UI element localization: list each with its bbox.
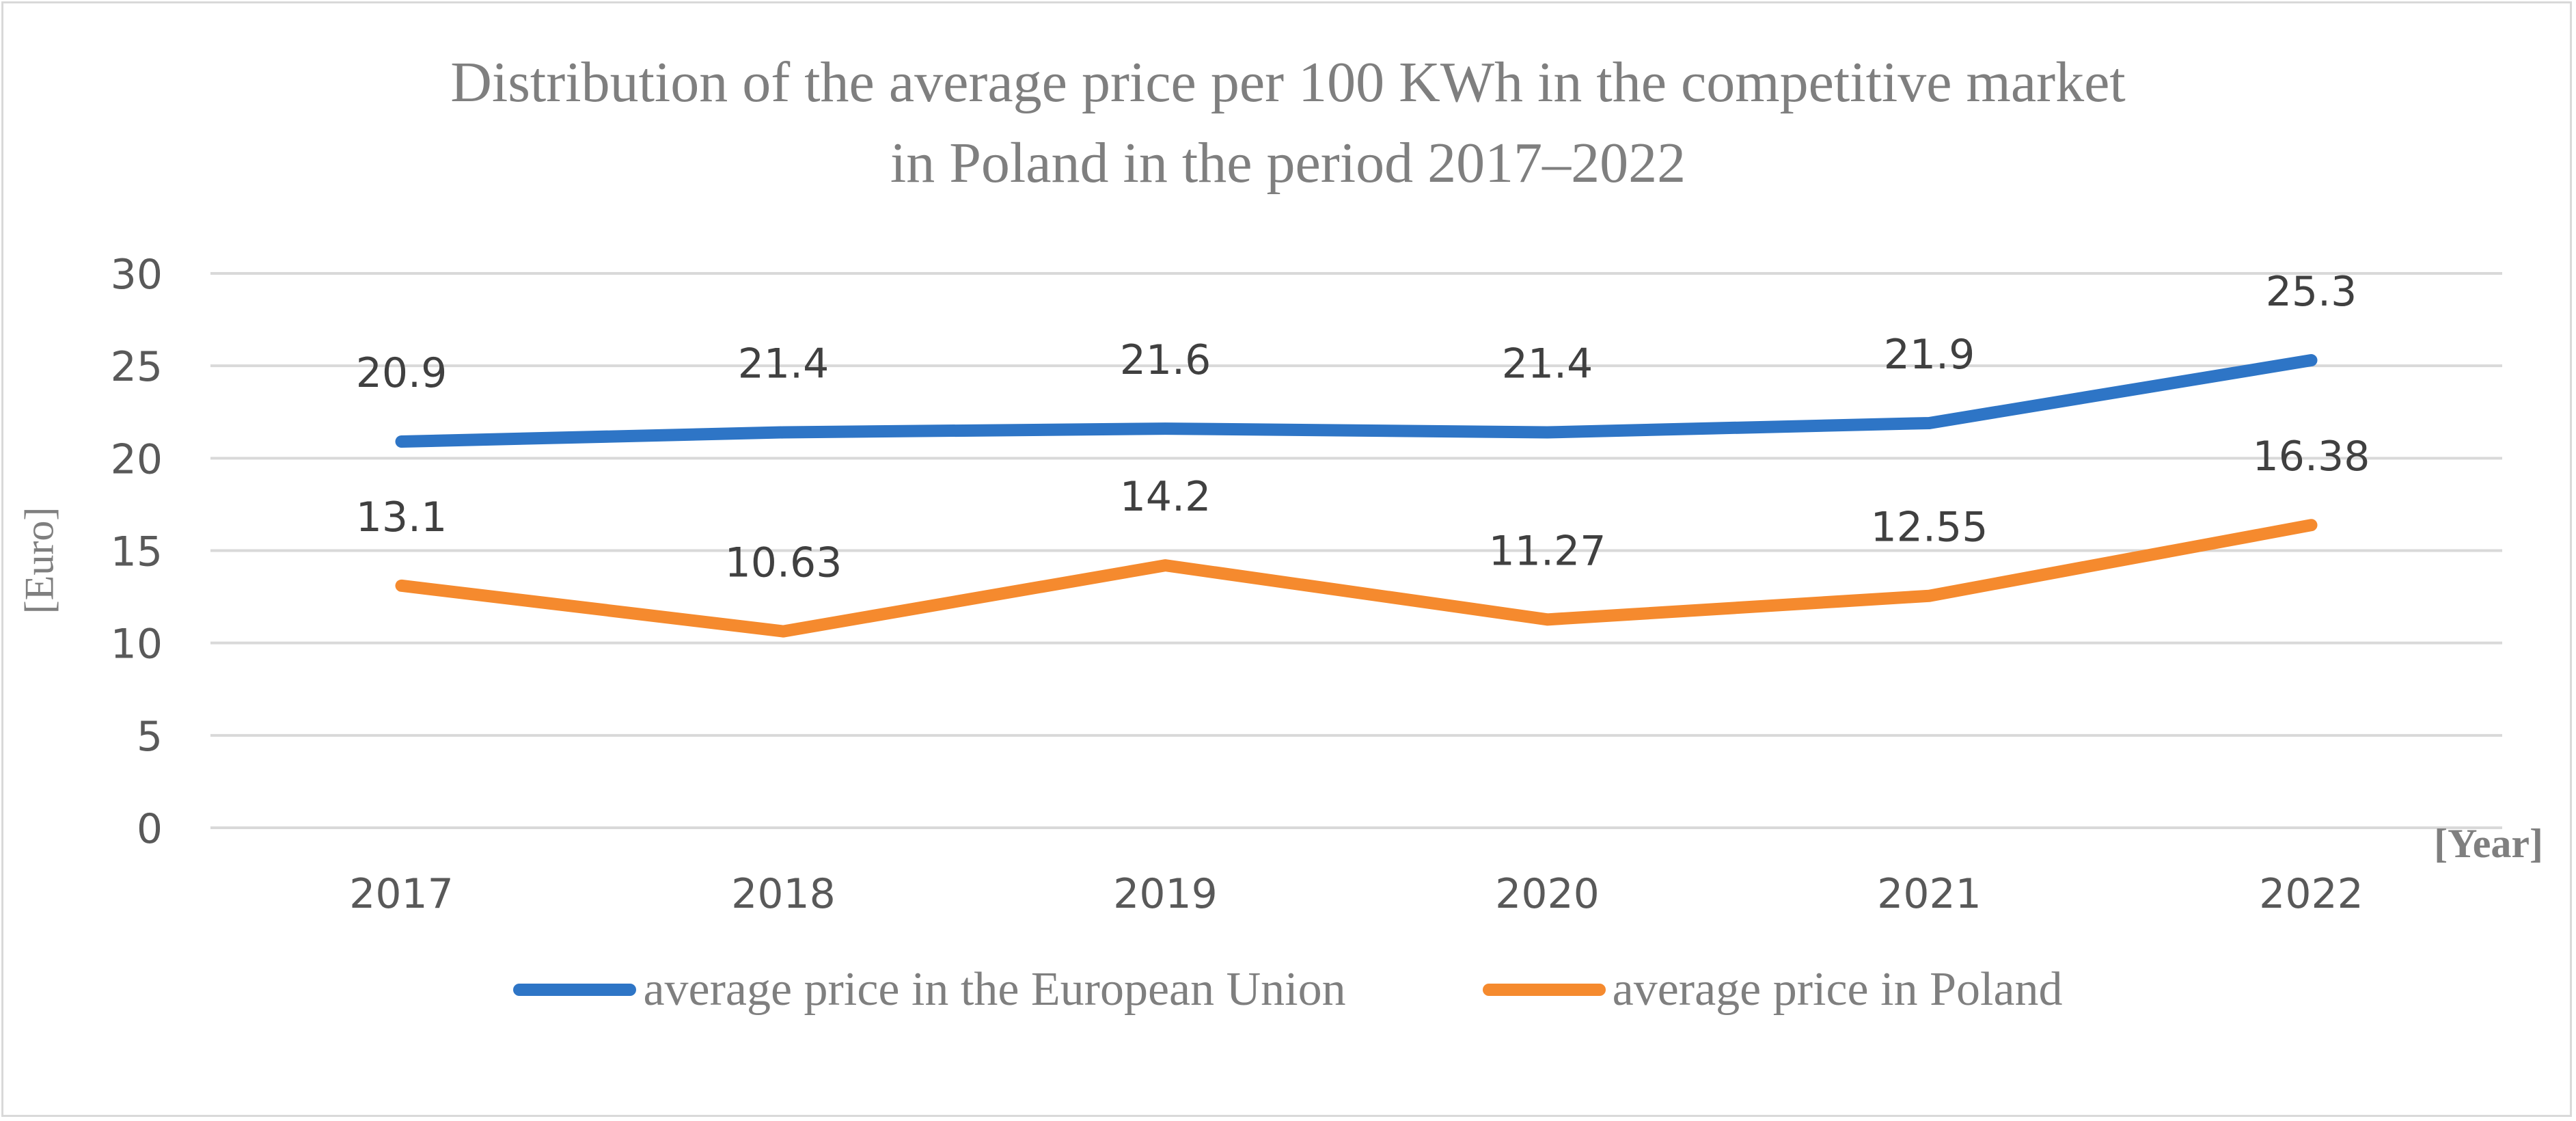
y-tick-label-30: 30: [111, 251, 163, 299]
y-tick-label-25: 25: [111, 343, 163, 391]
x-tick-label-2021: 2021: [1877, 870, 1982, 918]
data-label-s0-2022: 25.3: [2266, 268, 2357, 316]
y-axis-label: [Euro]: [16, 507, 62, 614]
y-tick-label-15: 15: [111, 528, 163, 576]
y-tick-label-5: 5: [137, 713, 163, 761]
legend-swatch-eu: [513, 984, 637, 996]
data-label-s1-2022: 16.38: [2253, 433, 2370, 481]
x-axis-label: [Year]: [2434, 821, 2543, 866]
legend-item-poland: average price in Poland: [1482, 962, 2063, 1017]
x-tick-label-2018: 2018: [731, 870, 836, 918]
data-label-s1-2017: 13.1: [356, 494, 448, 541]
data-label-s1-2018: 10.63: [725, 539, 842, 587]
data-label-s1-2020: 11.27: [1489, 527, 1606, 575]
data-label-s0-2021: 21.9: [1884, 331, 1975, 379]
data-label-s1-2021: 12.55: [1871, 504, 1988, 552]
series-line-1: [395, 519, 2318, 638]
y-tick-labels: 0 5 10 15 20 25 30: [111, 251, 163, 853]
legend-swatch-poland: [1482, 984, 1606, 996]
legend: average price in the European Union aver…: [0, 962, 2576, 1017]
data-label-s1-2019: 14.2: [1120, 473, 1211, 521]
x-tick-label-2017: 2017: [349, 870, 454, 918]
legend-item-eu: average price in the European Union: [513, 962, 1346, 1017]
series-line-0: [395, 354, 2318, 448]
data-label-s0-2018: 21.4: [738, 340, 830, 388]
data-label-s0-2017: 20.9: [356, 349, 448, 397]
x-tick-label-2020: 2020: [1495, 870, 1600, 918]
chart-title-line-1: Distribution of the average price per 10…: [450, 51, 2126, 114]
y-tick-label-20: 20: [111, 435, 163, 483]
data-labels: 20.9 21.4 21.6 21.4 21.9 25.3 13.1 10.63 14.2 11.…: [356, 268, 2370, 587]
chart-title: Distribution of the average price per 10…: [0, 42, 2576, 204]
y-tick-label-0: 0: [137, 805, 163, 853]
x-tick-label-2019: 2019: [1113, 870, 1218, 918]
data-label-s0-2019: 21.6: [1120, 336, 1211, 384]
legend-label-eu: average price in the European Union: [643, 963, 1346, 1016]
gridlines: [210, 272, 2502, 829]
series-lines: [395, 354, 2318, 638]
data-label-s0-2020: 21.4: [1502, 340, 1593, 388]
legend-label-poland: average price in Poland: [1612, 963, 2063, 1016]
x-tick-labels: 2017 2018 2019 2020 2021 2022: [349, 870, 2363, 918]
chart-title-line-2: in Poland in the period 2017–2022: [890, 131, 1686, 195]
x-tick-label-2022: 2022: [2259, 870, 2363, 918]
y-tick-label-10: 10: [111, 621, 163, 668]
